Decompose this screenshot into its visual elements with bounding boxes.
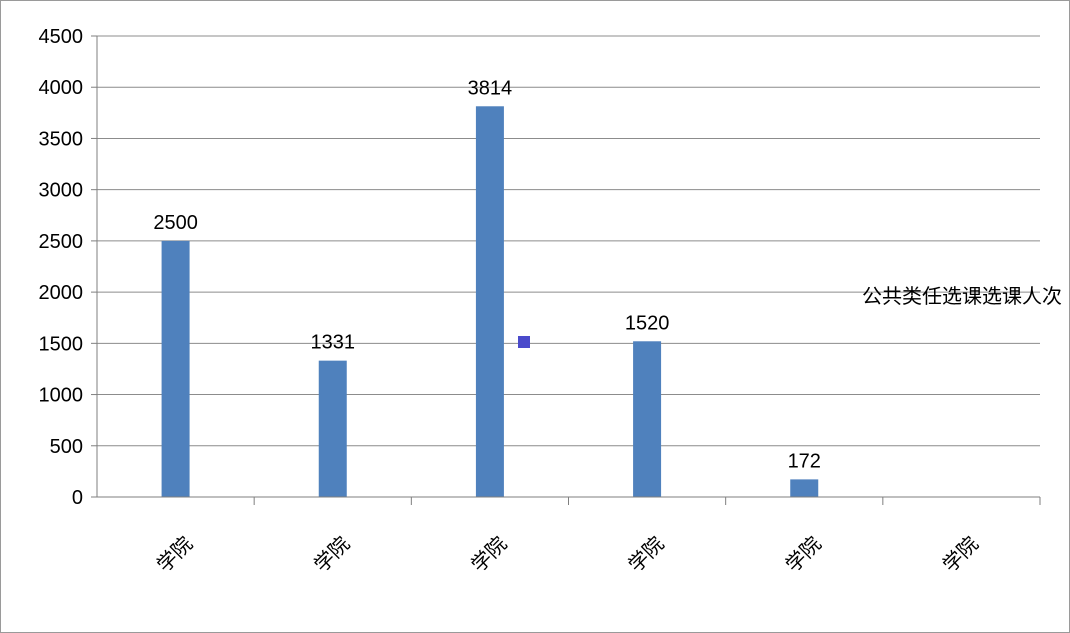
- bar: [633, 341, 662, 497]
- y-tick-label: 2000: [39, 282, 84, 304]
- y-tick-label: 3000: [39, 180, 84, 202]
- y-tick-label: 4500: [39, 26, 84, 48]
- bar: [790, 479, 819, 497]
- y-tick-label: 0: [72, 487, 83, 509]
- data-labels: 2500 1331 3814 1520 172: [153, 77, 821, 472]
- bar: [475, 106, 504, 497]
- y-axis-ticks: 0 500 1000 1500 2000 2500 3000 3500 4000 4500: [39, 26, 97, 509]
- data-label: 172: [788, 450, 821, 472]
- legend: 公共类任选课选课人次: [518, 285, 1062, 348]
- y-tick-label: 500: [50, 436, 83, 458]
- y-tick-label: 1000: [39, 385, 84, 407]
- bars: [161, 106, 819, 497]
- y-tick-label: 3500: [39, 128, 84, 150]
- y-tick-label: 1500: [39, 333, 84, 355]
- bar: [318, 360, 347, 497]
- bar: [161, 240, 190, 497]
- gridlines: [97, 35, 1040, 498]
- data-label: 3814: [468, 77, 513, 99]
- y-tick-label: 4000: [39, 77, 84, 99]
- legend-series-label: 公共类任选课选课人次: [862, 285, 1062, 308]
- data-label: 1520: [625, 312, 670, 334]
- y-tick-label: 2500: [39, 231, 84, 253]
- data-label: 1331: [311, 332, 356, 354]
- data-label: 2500: [153, 212, 198, 234]
- legend-swatch: [518, 336, 530, 348]
